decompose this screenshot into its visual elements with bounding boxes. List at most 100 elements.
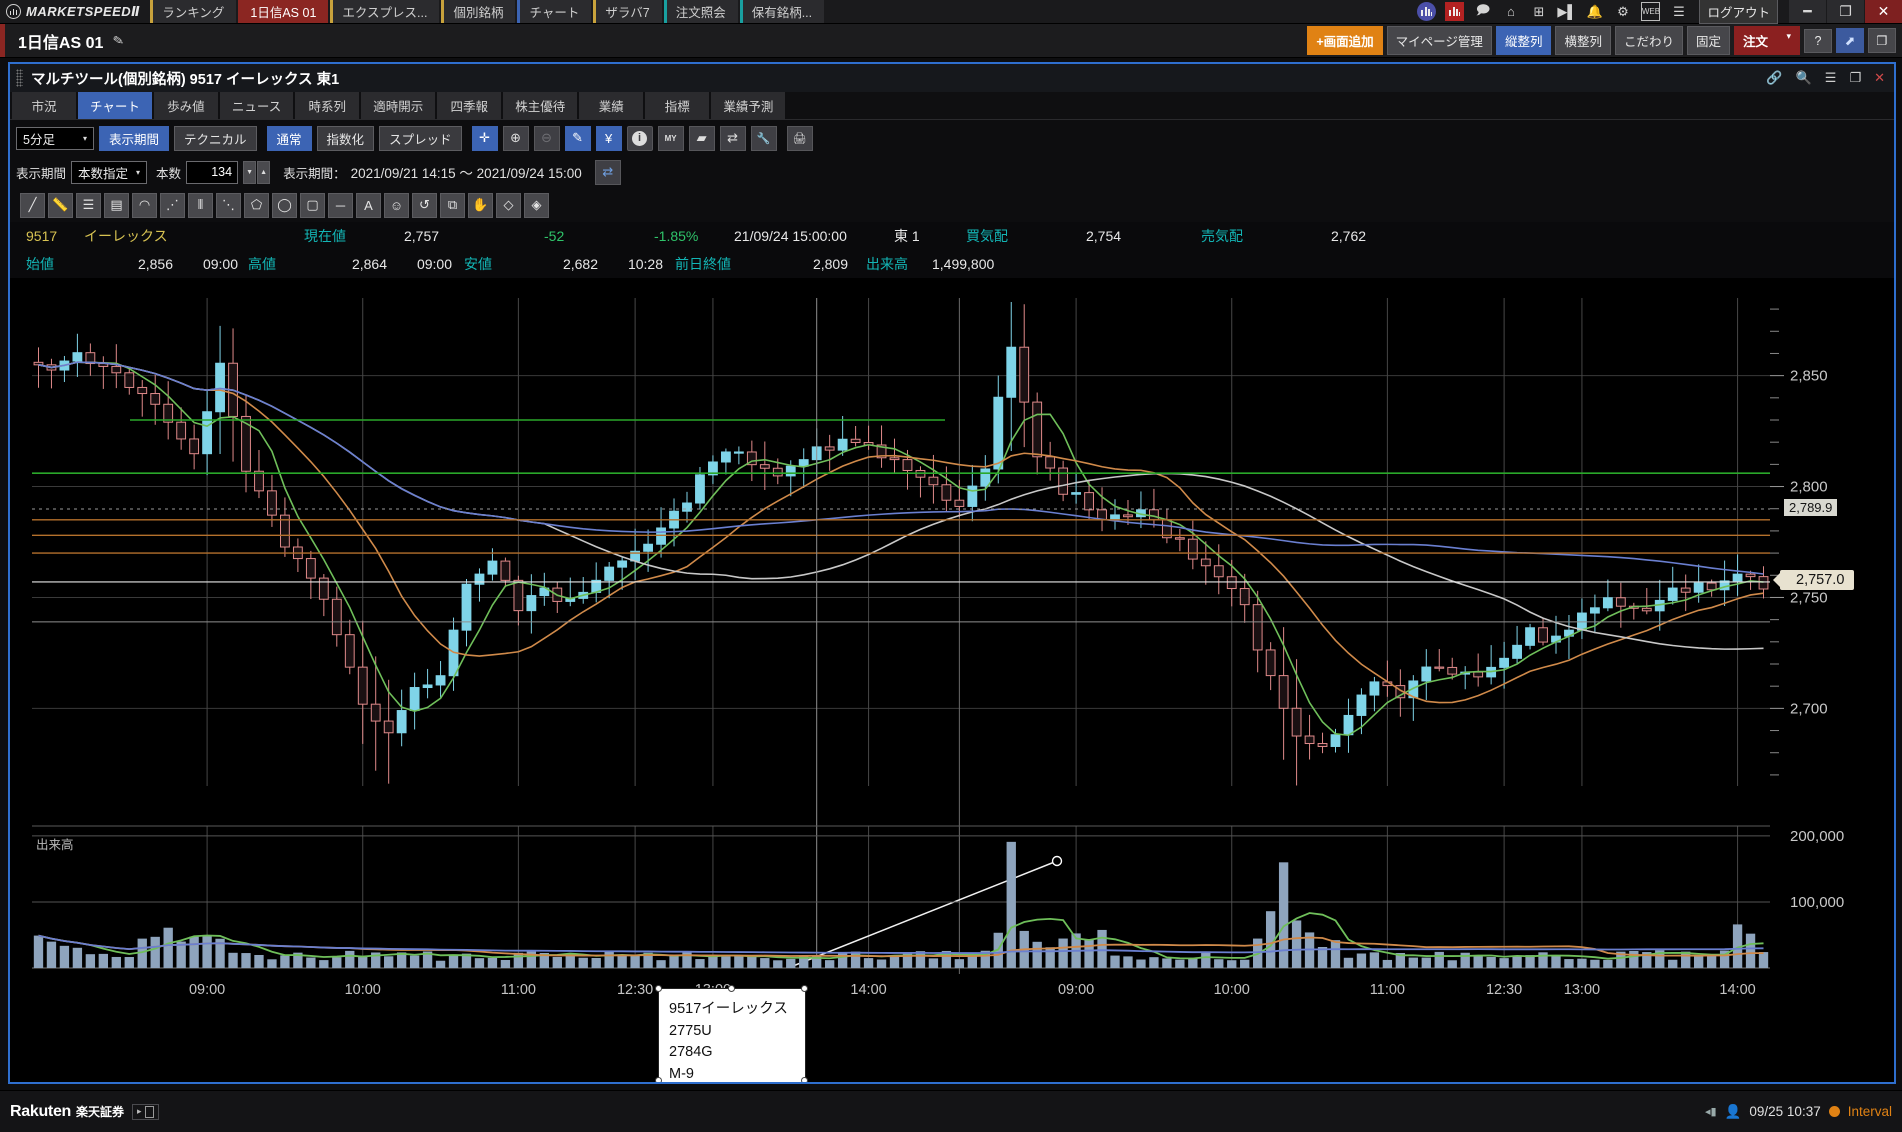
section-tab-3[interactable]: ニュース [219, 92, 294, 119]
gann-fan-tool[interactable]: ⋱ [216, 192, 241, 218]
technical-button[interactable]: テクニカル [174, 125, 257, 151]
interval-select[interactable]: 5分足 ▾ [16, 126, 94, 150]
text-tool[interactable]: A [356, 192, 381, 218]
arc-tool[interactable]: ◠ [132, 192, 157, 218]
annotation-resize-handle[interactable] [801, 1076, 808, 1082]
close-icon[interactable]: ✕ [1864, 0, 1902, 23]
compare-icon[interactable]: ⇄ [719, 125, 746, 151]
add-screen-button[interactable]: +画面追加 [1307, 26, 1383, 55]
count-stepper-down[interactable]: ▼ [243, 160, 257, 184]
record-icon[interactable] [1445, 2, 1465, 21]
menu-icon[interactable]: ☰ [1673, 3, 1685, 19]
help-button[interactable]: ? [1804, 28, 1832, 53]
count-stepper-up[interactable]: ▲ [257, 160, 271, 184]
hline-tool[interactable]: ─ [328, 192, 353, 218]
section-tab-10[interactable]: 業績予測 [711, 92, 786, 119]
horizontal-lines-tool[interactable]: ☰ [76, 192, 101, 218]
minimize-icon[interactable]: ━ [1788, 0, 1826, 23]
layout-icon[interactable]: ▸ [132, 1103, 159, 1120]
market-chart-icon[interactable] [1417, 2, 1437, 21]
popout-icon[interactable]: ⬈ [1836, 28, 1864, 53]
copy-tool[interactable]: ⧉ [440, 192, 465, 218]
horizontal-align-button[interactable]: 横整列 [1555, 26, 1611, 55]
period-mode-select[interactable]: 本数指定 ▾ [71, 160, 148, 184]
video-icon[interactable]: ▶▌ [1557, 3, 1577, 19]
message-alert-icon[interactable]: 🗩 [1475, 1, 1491, 17]
custom-button[interactable]: こだわり [1614, 26, 1683, 55]
info-icon[interactable]: i [626, 125, 653, 151]
bell-icon[interactable]: 🔔 [1586, 3, 1604, 19]
restore-icon[interactable]: ❐ [1826, 0, 1864, 23]
restore-icon[interactable]: ❐ [1849, 70, 1862, 85]
multi-lines-tool[interactable]: ▤ [104, 192, 129, 218]
pencil-icon[interactable]: ✎ [564, 125, 591, 151]
section-tab-0[interactable]: 市況 [12, 92, 76, 119]
fan-tool[interactable]: ⋰ [160, 192, 185, 218]
reload-icon[interactable]: ⇄ [594, 159, 621, 185]
normal-mode-button[interactable]: 通常 [266, 125, 312, 151]
index-mode-button[interactable]: 指数化 [316, 125, 375, 151]
order-button[interactable]: 注文 ▾ [1734, 26, 1800, 55]
count-stepper[interactable]: ▼ ▲ [243, 160, 271, 184]
annotation-resize-handle[interactable] [655, 1076, 662, 1082]
section-tab-1[interactable]: チャート [78, 92, 152, 119]
app-tab-6[interactable]: 注文照会 [663, 0, 738, 23]
home-icon[interactable]: ⌂ [1507, 4, 1515, 19]
drag-grip-icon[interactable] [16, 69, 23, 87]
pencil-icon[interactable]: ✎ [112, 31, 126, 49]
app-tab-1[interactable]: 1日信AS 01 [238, 0, 329, 23]
hand-tool[interactable]: ✋ [468, 192, 493, 218]
app-tab-2[interactable]: エクスプレス... [330, 0, 440, 23]
user-icon[interactable]: 👤 [1724, 1103, 1742, 1119]
mypage-manage-button[interactable]: マイページ管理 [1386, 26, 1492, 55]
section-tab-9[interactable]: 指標 [645, 92, 710, 119]
eraser-all-tool[interactable]: ◈ [524, 192, 549, 218]
close-icon[interactable]: ✕ [1874, 70, 1885, 85]
print-icon[interactable]: 🖨 [786, 125, 813, 151]
chart-canvas[interactable]: 2,850 2,800 2,750 2,700 200,000 100,000 09:00 1… [10, 278, 1894, 1082]
crosshair-icon[interactable]: ✛ [471, 125, 498, 151]
fix-button[interactable]: 固定 [1686, 26, 1730, 55]
spread-mode-button[interactable]: スプレッド [379, 125, 462, 151]
display-period-button[interactable]: 表示期間 [99, 125, 170, 151]
app-tab-7[interactable]: 保有銘柄... [739, 0, 825, 23]
search-icon[interactable]: 🔍 [1795, 70, 1812, 85]
icon-tool[interactable]: ☺ [384, 192, 409, 218]
app-tab-3[interactable]: 個別銘柄 [441, 0, 516, 23]
annotation-resize-handle[interactable] [801, 985, 808, 992]
gear-icon[interactable]: ⚙ [1617, 3, 1629, 19]
trendline-tool[interactable]: ╱ [20, 192, 45, 218]
section-tab-4[interactable]: 時系列 [295, 92, 360, 119]
vertical-align-button[interactable]: 縦整列 [1495, 26, 1552, 55]
wrench-icon[interactable]: 🔧 [750, 125, 777, 151]
add-window-icon[interactable]: ⊞ [1533, 3, 1545, 19]
pentagon-tool[interactable]: ⬠ [244, 192, 269, 218]
section-tab-8[interactable]: 業績 [579, 92, 644, 119]
app-tab-0[interactable]: ランキング [150, 0, 237, 23]
section-tab-5[interactable]: 適時開示 [361, 92, 436, 119]
count-input[interactable]: 134 [186, 160, 239, 184]
rectangle-tool[interactable]: ▢ [300, 192, 325, 218]
yen-icon[interactable]: ¥ [595, 125, 622, 151]
section-tab-2[interactable]: 歩み値 [153, 92, 218, 119]
parallel-lines-tool[interactable]: ⦀ [188, 192, 213, 218]
annotation-resize-handle[interactable] [655, 985, 662, 992]
eraser-tool[interactable]: ◇ [496, 192, 521, 218]
restore-window-icon[interactable]: ❐ [1868, 28, 1896, 53]
link-icon[interactable]: 🔗 [1766, 70, 1783, 85]
ellipse-tool[interactable]: ◯ [272, 192, 297, 218]
ruler-tool[interactable]: 📏 [48, 192, 73, 218]
logout-button[interactable]: ログアウト [1699, 0, 1778, 24]
annotation-resize-handle[interactable] [728, 985, 735, 992]
app-tab-5[interactable]: ザラバ7 [593, 0, 662, 23]
my-indicator-icon[interactable]: MY [657, 125, 684, 151]
undo-draw-tool[interactable]: ↺ [412, 192, 437, 218]
zoom-in-icon[interactable]: ⊕ [502, 125, 529, 151]
menu-icon[interactable]: ☰ [1824, 70, 1837, 85]
zoom-out-icon[interactable]: ⊖ [533, 125, 560, 151]
section-tab-6[interactable]: 四季報 [437, 92, 502, 119]
section-tab-7[interactable]: 株主優待 [503, 92, 578, 119]
app-tab-4[interactable]: チャート [517, 0, 592, 23]
area-chart-icon[interactable]: ▰ [688, 125, 715, 151]
